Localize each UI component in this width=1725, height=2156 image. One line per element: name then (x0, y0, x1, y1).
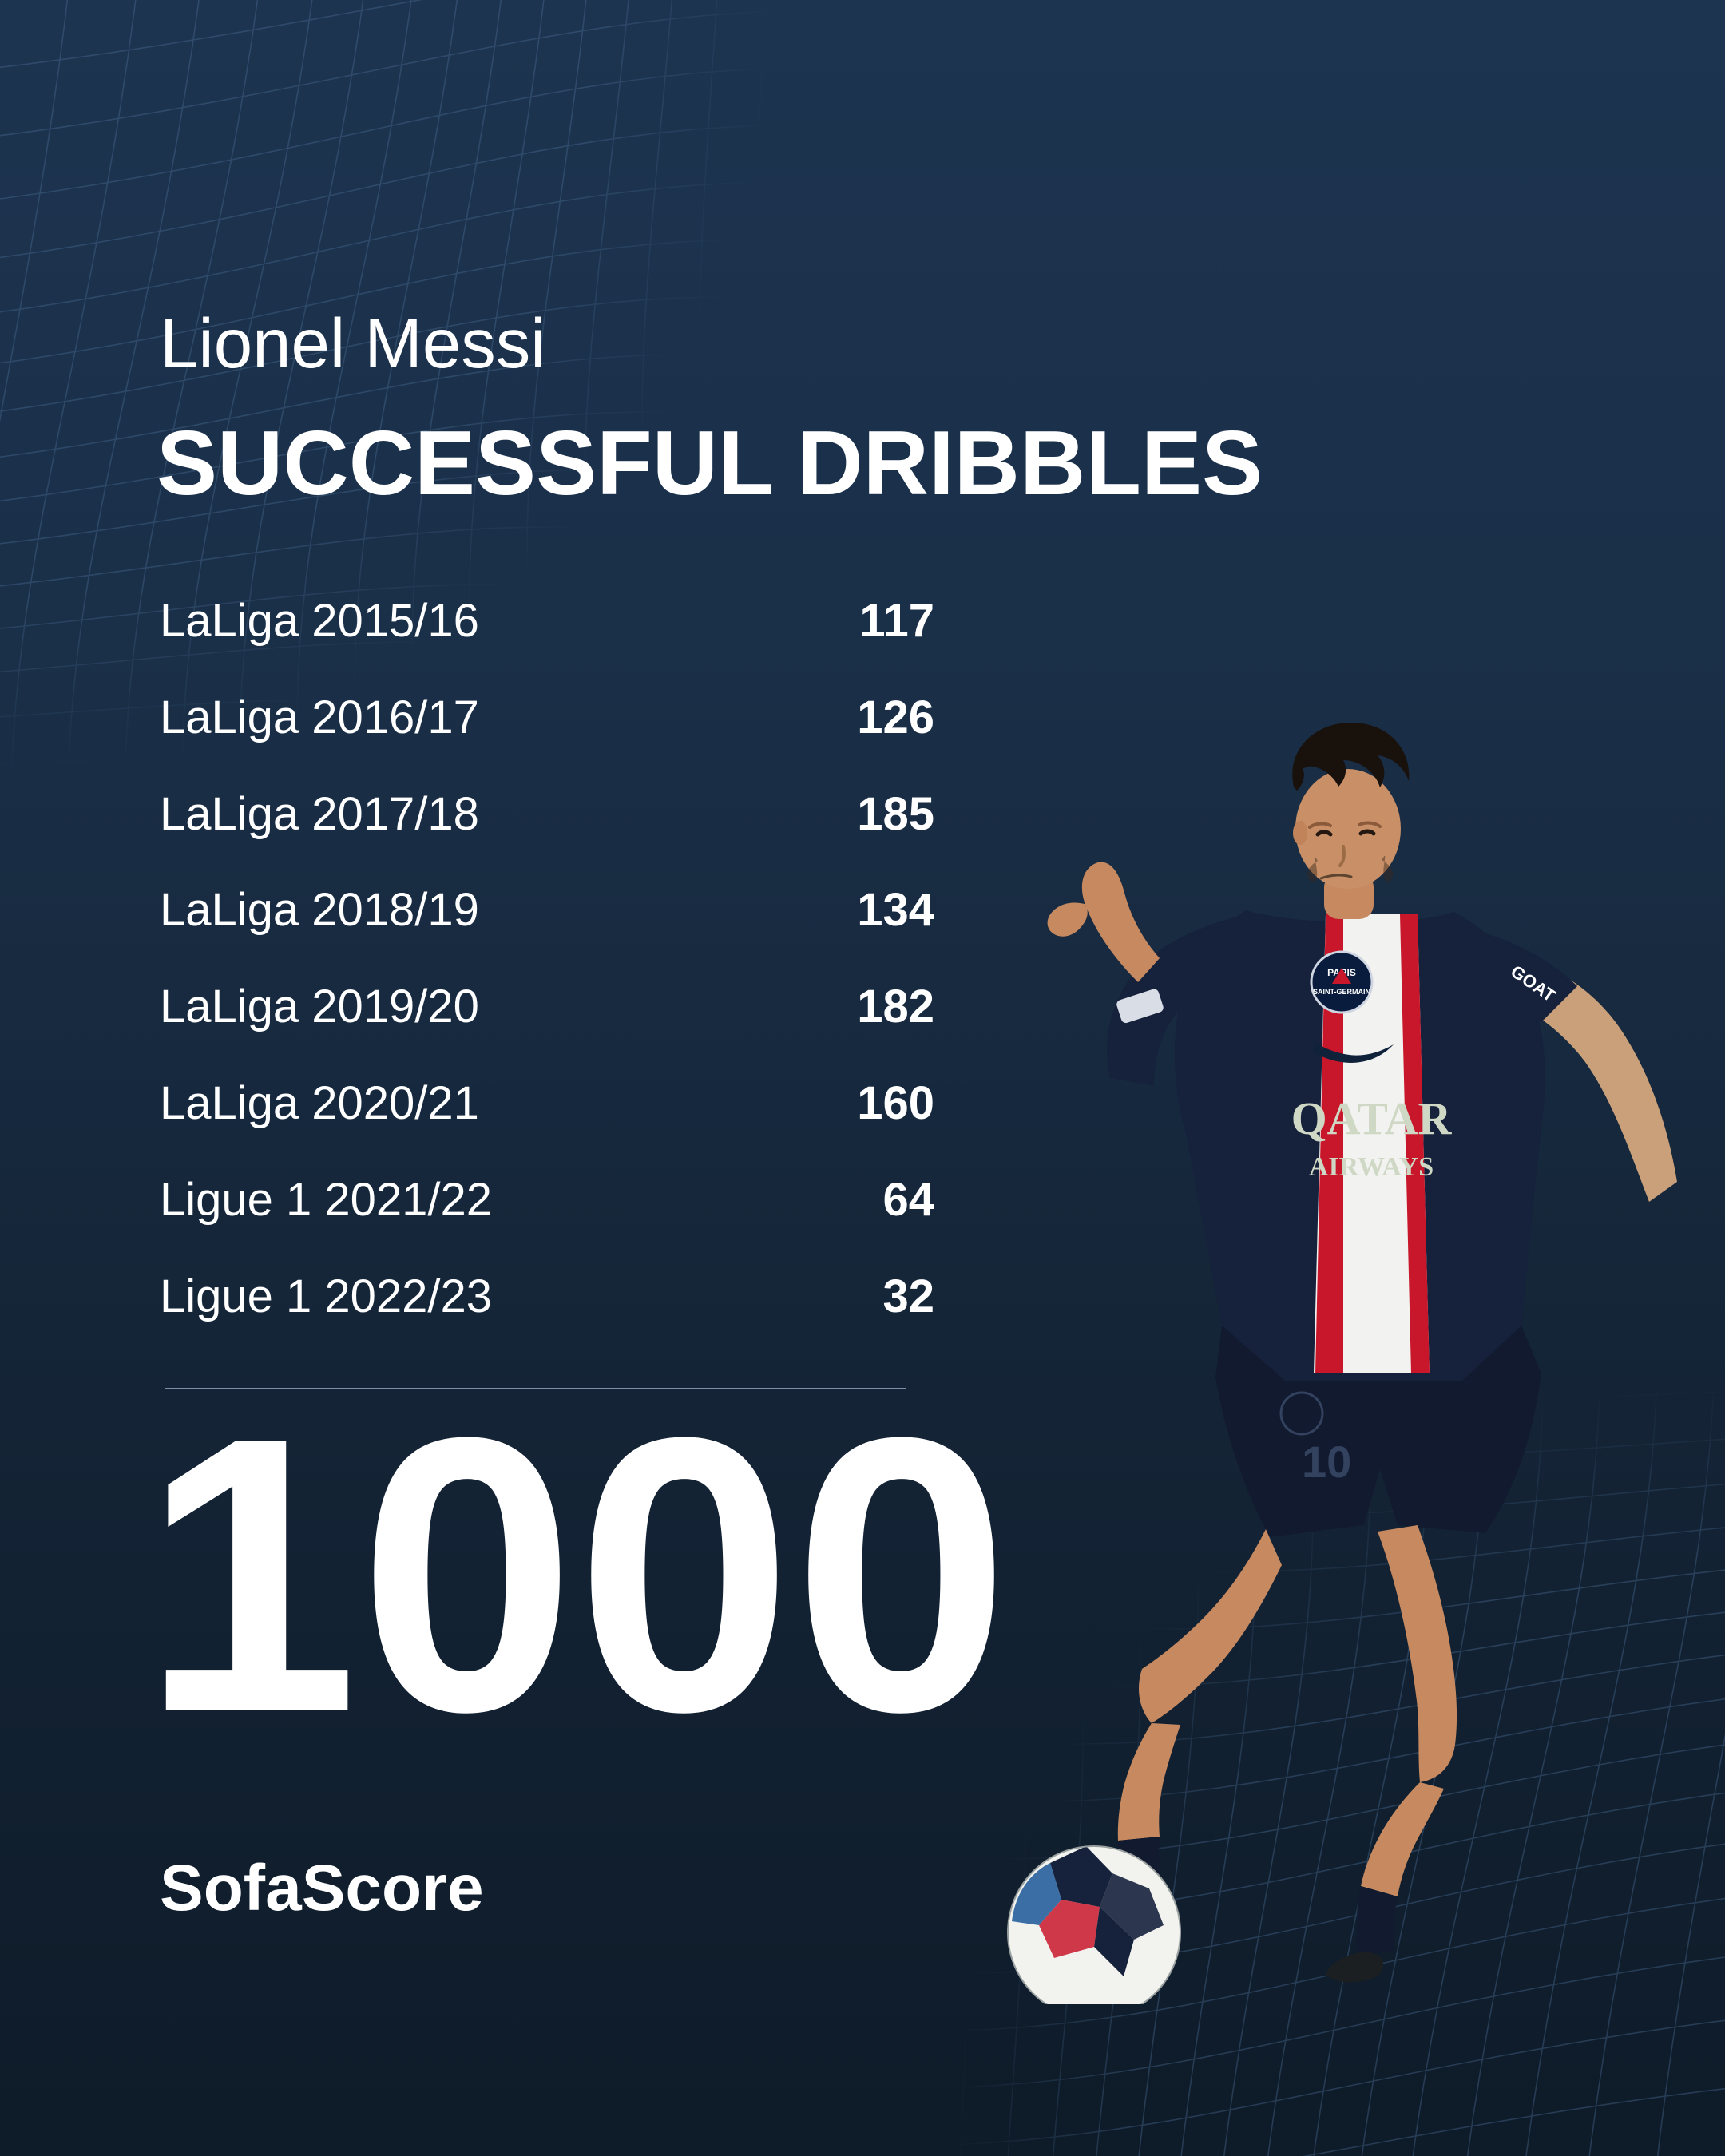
svg-text:SAINT-GERMAIN: SAINT-GERMAIN (1313, 988, 1370, 996)
svg-text:QATAR: QATAR (1291, 1092, 1453, 1144)
svg-text:10: 10 (1302, 1437, 1351, 1487)
svg-text:AIRWAYS: AIRWAYS (1309, 1152, 1434, 1182)
